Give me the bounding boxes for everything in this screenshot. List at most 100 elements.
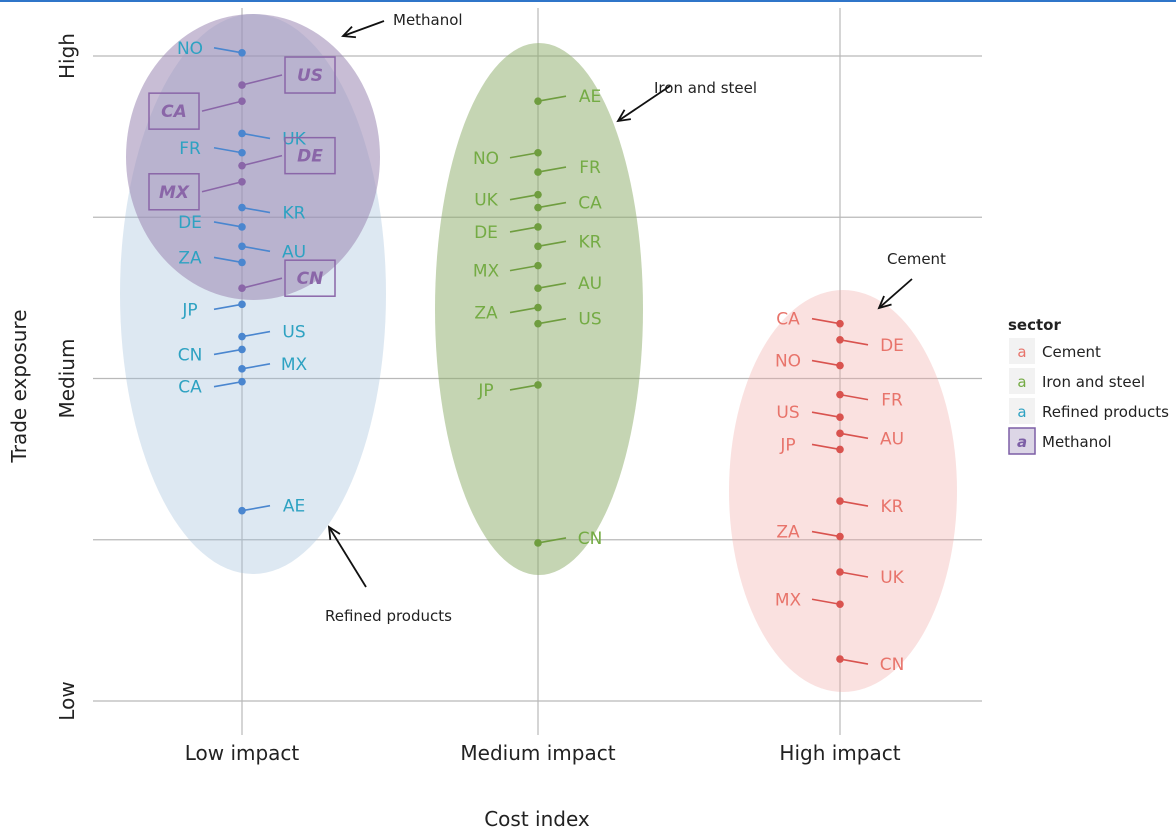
leader-refined-products-uk (241, 132, 271, 140)
point-label-cement-za: ZA (776, 523, 800, 543)
point-label-refined-products-ae: AE (283, 497, 305, 517)
point-methanol-cn (238, 284, 246, 293)
annotation-arrowhead-methanol (341, 26, 357, 39)
point-label-refined-products-de: DE (178, 213, 202, 233)
label-box-ca (148, 92, 200, 130)
leader-cement-ca (811, 317, 841, 325)
point-label-cement-cn: CN (880, 655, 905, 675)
legend-label-methanol: Methanol (1042, 433, 1112, 451)
point-label-methanol-ca: CA (161, 102, 187, 122)
leader-cement-fr (839, 393, 869, 401)
point-label-cement-de: DE (880, 336, 904, 356)
point-iron-and-steel-fr (534, 168, 542, 176)
leader-iron-and-steel-cn (537, 537, 567, 544)
point-label-cement-au: AU (880, 429, 904, 449)
leader-methanol-de (241, 154, 283, 167)
point-refined-products-au (238, 242, 246, 251)
leader-refined-products-mx (241, 363, 271, 370)
point-cement-uk (836, 568, 844, 576)
leader-refined-products-za (213, 256, 243, 264)
leader-iron-and-steel-za (509, 306, 539, 314)
leader-refined-products-au (241, 245, 271, 253)
point-label-iron-and-steel-jp: JP (477, 381, 493, 401)
point-label-iron-and-steel-au: AU (578, 274, 602, 294)
y-tick-label-medium: Medium (55, 339, 79, 419)
x-tick-label-low-impact: Low impact (185, 741, 300, 765)
leader-cement-au (839, 432, 869, 440)
leader-cement-us (811, 411, 841, 418)
ellipse-cement (729, 290, 957, 692)
annotation-iron-and-steel: Iron and steel (654, 79, 757, 97)
leader-methanol-mx (201, 180, 243, 193)
point-iron-and-steel-uk (534, 190, 542, 199)
point-label-cement-jp: JP (779, 435, 795, 455)
legend-title: sector (1008, 316, 1061, 334)
point-label-iron-and-steel-us: US (578, 310, 601, 330)
point-label-cement-mx: MX (775, 590, 802, 610)
point-iron-and-steel-cn (534, 539, 542, 547)
point-cement-mx (836, 600, 844, 609)
point-label-iron-and-steel-ca: CA (578, 194, 602, 214)
point-label-methanol-mx: MX (159, 183, 190, 203)
legend-key-glyph-methanol: a (1017, 433, 1027, 451)
point-refined-products-jp (238, 300, 246, 309)
leader-iron-and-steel-us (537, 317, 567, 325)
point-label-cement-fr: FR (881, 391, 903, 411)
annotation-arrowhead-refined-products (327, 525, 341, 541)
point-iron-and-steel-ca (534, 203, 542, 212)
leader-methanol-cn (241, 277, 283, 289)
point-iron-and-steel-us (534, 319, 542, 328)
point-label-iron-and-steel-mx: MX (473, 262, 500, 282)
leader-iron-and-steel-au (537, 282, 567, 289)
point-label-iron-and-steel-no: NO (473, 149, 499, 169)
leader-refined-products-kr (241, 206, 271, 214)
point-cement-cn (836, 655, 844, 663)
point-label-cement-kr: KR (881, 497, 904, 517)
legend-key-iron-and-steel (1009, 368, 1035, 394)
point-cement-kr (836, 497, 844, 505)
point-label-refined-products-kr: KR (283, 204, 306, 224)
point-refined-products-de (238, 223, 246, 231)
point-label-iron-and-steel-fr: FR (579, 158, 601, 178)
leader-iron-and-steel-fr (537, 166, 567, 173)
legend-label-refined-products: Refined products (1042, 403, 1169, 421)
point-methanol-de (238, 161, 246, 170)
leader-cement-uk (839, 571, 869, 578)
annotation-arrowhead-cement (877, 295, 892, 310)
leader-iron-and-steel-no (509, 151, 539, 159)
leader-refined-products-ae (241, 504, 271, 512)
y-axis-title: Trade exposure (7, 309, 31, 463)
leader-iron-and-steel-uk (509, 193, 539, 201)
annotation-arrow-methanol (342, 20, 385, 37)
point-label-iron-and-steel-cn: CN (578, 529, 603, 549)
point-methanol-ca (238, 97, 246, 105)
annotation-arrowhead-iron-and-steel (616, 109, 631, 123)
point-refined-products-mx (238, 365, 246, 373)
annotation-arrow-cement (878, 278, 913, 309)
point-iron-and-steel-de (534, 223, 542, 231)
leader-refined-products-us (241, 330, 271, 338)
legend-label-cement: Cement (1042, 343, 1101, 361)
point-label-cement-uk: UK (880, 568, 904, 588)
point-label-cement-ca: CA (776, 310, 800, 330)
point-refined-products-kr (238, 203, 246, 212)
point-cement-za (836, 532, 844, 541)
point-label-refined-products-au: AU (282, 242, 306, 262)
leader-refined-products-jp (213, 303, 243, 311)
annotations: Methanol Iron and steel Cement Refined prod… (325, 11, 946, 625)
point-refined-products-uk (238, 129, 246, 138)
label-box-mx (148, 173, 200, 211)
point-refined-products-fr (238, 148, 246, 157)
point-cement-jp (836, 445, 844, 454)
point-label-iron-and-steel-kr: KR (579, 232, 602, 252)
x-tick-label-high-impact: High impact (779, 741, 900, 765)
leader-refined-products-fr (213, 146, 243, 154)
point-cement-ca (836, 319, 844, 328)
point-methanol-us (238, 81, 246, 89)
point-iron-and-steel-kr (534, 242, 542, 251)
annotation-methanol: Methanol (393, 11, 463, 29)
point-label-iron-and-steel-uk: UK (474, 191, 498, 211)
point-label-refined-products-us: US (282, 323, 305, 343)
point-cement-au (836, 429, 844, 438)
label-box-us (284, 56, 336, 94)
